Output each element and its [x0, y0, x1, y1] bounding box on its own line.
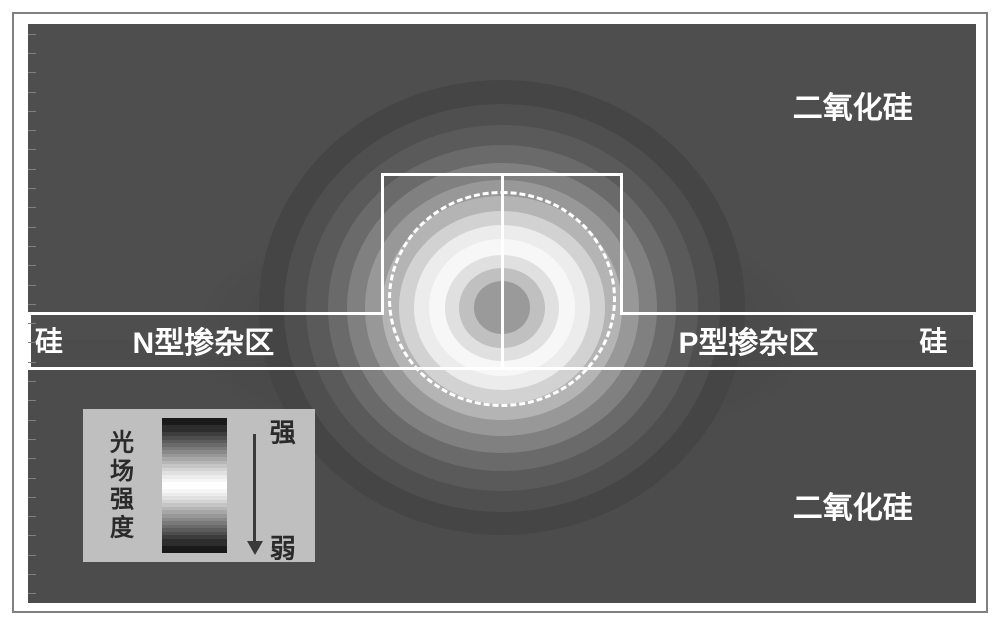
y-tick — [28, 458, 36, 459]
label-bottom_cladding: 二氧化硅 — [793, 483, 913, 527]
label-n_doped: N型掺杂区 — [133, 318, 275, 362]
label-si_right: 硅 — [919, 320, 947, 360]
y-tick — [28, 420, 36, 421]
y-tick — [28, 574, 36, 575]
legend-title: 光场强度 — [102, 429, 137, 542]
y-tick — [28, 92, 36, 93]
label-si_left: 硅 — [35, 320, 63, 360]
y-tick — [28, 516, 36, 517]
label-p_doped: P型掺杂区 — [678, 318, 818, 362]
y-tick — [28, 265, 36, 266]
y-tick — [28, 149, 36, 150]
y-tick — [28, 130, 36, 131]
top-cladding-bg — [28, 24, 976, 340]
y-tick — [28, 72, 36, 73]
y-tick — [28, 555, 36, 556]
legend-box: 光场强度强弱 — [83, 409, 315, 562]
y-tick — [28, 188, 36, 189]
y-tick — [28, 381, 36, 382]
legend-weak: 弱 — [270, 529, 296, 566]
y-tick — [28, 323, 36, 324]
legend-swatches — [162, 418, 227, 553]
y-tick — [28, 535, 36, 536]
y-tick — [28, 207, 36, 208]
y-tick — [28, 53, 36, 54]
cross-section-diagram: 二氧化硅二氧化硅硅硅N型掺杂区P型掺杂区光场强度强弱 — [28, 24, 976, 603]
y-tick — [28, 34, 36, 35]
y-tick — [28, 227, 36, 228]
y-tick — [28, 439, 36, 440]
y-tick — [28, 478, 36, 479]
y-tick — [28, 400, 36, 401]
label-top_cladding: 二氧化硅 — [793, 83, 913, 127]
y-tick — [28, 246, 36, 247]
legend-strong: 强 — [270, 412, 296, 449]
y-tick — [28, 169, 36, 170]
y-tick — [28, 497, 36, 498]
y-tick — [28, 111, 36, 112]
y-tick — [28, 304, 36, 305]
y-tick — [28, 593, 36, 594]
y-tick — [28, 285, 36, 286]
y-tick — [28, 342, 36, 343]
y-tick — [28, 362, 36, 363]
legend-arrow — [243, 434, 266, 541]
